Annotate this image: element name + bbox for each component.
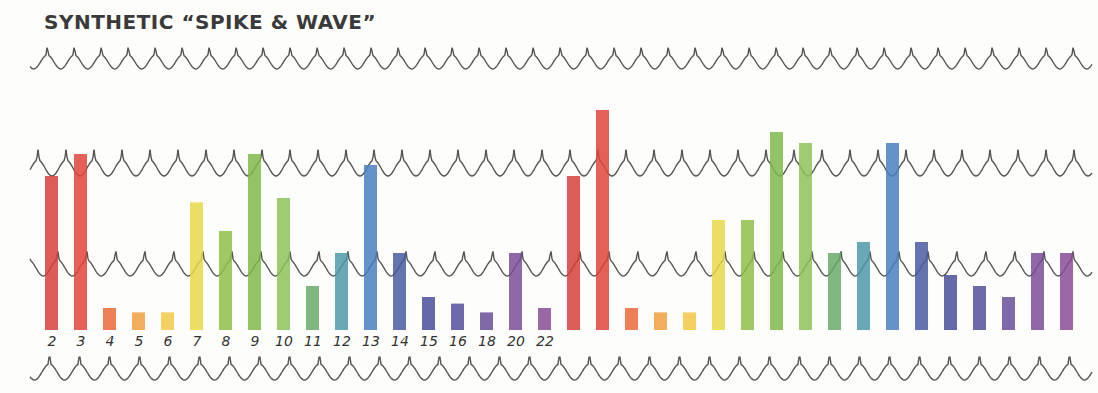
svg-text:6: 6 — [164, 333, 173, 349]
svg-text:12: 12 — [333, 333, 351, 349]
html-text:SYNTHETIC “SPIKE & WAVE”: SYNTHETIC “SPIKE & WAVE” — [44, 10, 377, 34]
svg-text:11: 11 — [304, 333, 322, 349]
svg-text:4: 4 — [106, 333, 115, 349]
svg-text:5: 5 — [135, 333, 144, 349]
svg-text:22: 22 — [536, 333, 554, 349]
svg-text:7: 7 — [193, 333, 202, 349]
svg-text:2: 2 — [48, 333, 57, 349]
svg-text:14: 14 — [391, 333, 409, 349]
svg-text:16: 16 — [449, 333, 467, 349]
svg-text:15: 15 — [420, 333, 438, 349]
svg-text:8: 8 — [222, 333, 231, 349]
svg-text:20: 20 — [507, 333, 525, 349]
svg-text:10: 10 — [275, 333, 293, 349]
svg-text:13: 13 — [362, 333, 380, 349]
svg-text:18: 18 — [478, 333, 496, 349]
svg-text:9: 9 — [251, 333, 260, 349]
svg-text:3: 3 — [77, 333, 86, 349]
